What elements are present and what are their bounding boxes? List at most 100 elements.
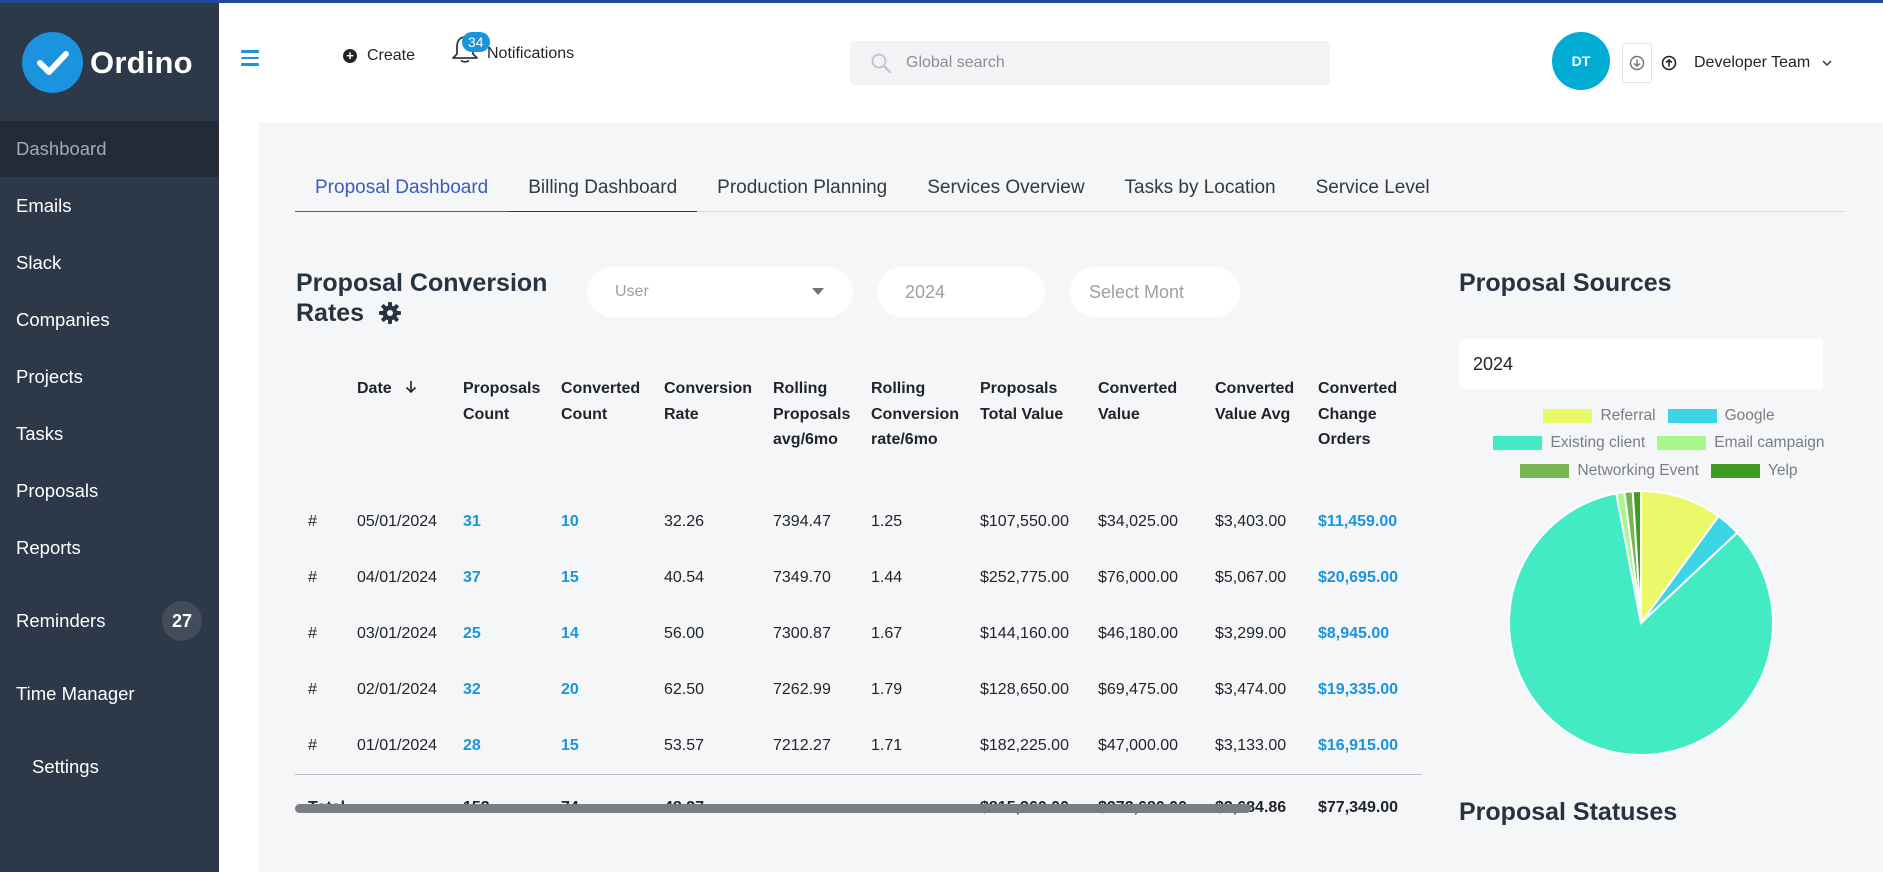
- table-horizontal-scrollbar[interactable]: [295, 804, 1251, 813]
- create-button[interactable]: + Create: [343, 47, 415, 65]
- sidebar-item-slack[interactable]: Slack: [0, 235, 219, 291]
- col-rolling-conversion[interactable]: Rolling Conversion rate/6mo: [871, 380, 960, 448]
- tab-service-level[interactable]: Service Level: [1315, 177, 1430, 198]
- tab-services-overview[interactable]: Services Overview: [927, 177, 1085, 198]
- cell-proposals-count-link[interactable]: 37: [463, 569, 481, 586]
- hamburger-menu-icon[interactable]: [241, 50, 259, 66]
- sidebar-item-reports[interactable]: Reports: [0, 520, 219, 576]
- year-filter[interactable]: 2024: [877, 267, 1045, 317]
- avatar[interactable]: DT: [1552, 32, 1610, 90]
- cell-change-orders-link[interactable]: $20,695.00: [1318, 569, 1399, 586]
- cell-converted-value: $76,000.00: [1098, 569, 1179, 586]
- cell-proposals-total-value: $252,775.00: [980, 569, 1069, 586]
- col-proposals-total-value[interactable]: Proposals Total Value: [980, 380, 1064, 423]
- sidebar-item-tasks[interactable]: Tasks: [0, 406, 219, 462]
- legend-label: Networking Event: [1577, 461, 1699, 479]
- table-row: # 01/01/2024 28 15 53.57 7212.27 1.71 $1…: [295, 718, 1422, 774]
- tab-production-planning[interactable]: Production Planning: [717, 177, 888, 198]
- cell-change-orders-link[interactable]: $16,915.00: [1318, 736, 1399, 754]
- cell-date: 05/01/2024: [357, 513, 438, 530]
- cell-proposals-total-value: $144,160.00: [980, 625, 1069, 642]
- arrow-down-icon: [406, 381, 417, 394]
- sidebar-item-projects[interactable]: Projects: [0, 349, 219, 405]
- sidebar-item-label: Time Manager: [16, 683, 135, 704]
- cell-converted-count-link[interactable]: 15: [561, 569, 579, 586]
- global-search[interactable]: [850, 41, 1330, 85]
- cell-converted-count-link[interactable]: 10: [561, 513, 579, 530]
- cell-converted-value: $69,475.00: [1098, 681, 1179, 698]
- cell-rolling-conversion: 1.44: [871, 569, 903, 586]
- cell-index[interactable]: #: [308, 625, 317, 642]
- tab-billing-dashboard[interactable]: Billing Dashboard: [508, 164, 698, 212]
- col-converted-change-orders[interactable]: Converted Change Orders: [1318, 380, 1398, 448]
- upload-button[interactable]: [1654, 43, 1684, 83]
- legend-item-networking-event[interactable]: Networking Event: [1520, 461, 1699, 480]
- tab-proposal-dashboard[interactable]: Proposal Dashboard: [295, 164, 509, 212]
- col-proposals-count[interactable]: Proposals Count: [463, 380, 541, 423]
- sidebar-item-label: Projects: [16, 366, 83, 387]
- download-button[interactable]: [1622, 43, 1652, 83]
- tab-tasks-by-location[interactable]: Tasks by Location: [1124, 177, 1276, 198]
- plus-circle-icon: +: [343, 49, 357, 63]
- user-select[interactable]: User: [587, 267, 853, 317]
- cell-index[interactable]: #: [308, 569, 317, 586]
- pie-slice-existing-client[interactable]: [1508, 492, 1774, 756]
- legend-item-existing-client[interactable]: Existing client: [1493, 434, 1645, 452]
- sidebar: Ordino Dashboard Emails Slack Companies …: [0, 0, 219, 872]
- col-converted-value[interactable]: Converted Value: [1098, 380, 1178, 423]
- top-header: + Create 34 Notifications DT Developer T…: [219, 3, 1883, 122]
- sidebar-item-label: Tasks: [16, 423, 64, 444]
- gear-icon[interactable]: [378, 301, 402, 325]
- cell-proposals-count-link[interactable]: 28: [463, 736, 481, 754]
- sidebar-item-reminders[interactable]: Reminders 27: [0, 593, 219, 649]
- table-row: # 04/01/2024 37 15 40.54 7349.70 1.44 $2…: [295, 550, 1422, 606]
- pie-slice-referral[interactable]: [1640, 490, 1720, 627]
- col-converted-value-avg[interactable]: Converted Value Avg: [1215, 380, 1295, 423]
- app-logo[interactable]: Ordino: [22, 32, 193, 93]
- col-converted-count[interactable]: Converted Count: [561, 380, 641, 423]
- cell-change-orders-link[interactable]: $8,945.00: [1318, 625, 1390, 642]
- cell-converted-value-avg: $3,299.00: [1215, 625, 1287, 642]
- sidebar-item-proposals[interactable]: Proposals: [0, 463, 219, 519]
- legend-item-referral[interactable]: Referral: [1543, 407, 1656, 425]
- col-conversion-rate[interactable]: Conversion Rate: [664, 380, 753, 423]
- cell-proposals-count-link[interactable]: 32: [463, 681, 481, 698]
- year-filter-value: 2024: [905, 281, 946, 302]
- sidebar-item-companies[interactable]: Companies: [0, 292, 219, 348]
- sidebar-item-emails[interactable]: Emails: [0, 178, 219, 234]
- sidebar-item-label: Companies: [16, 309, 110, 330]
- notifications-count-badge: 34: [462, 32, 490, 52]
- cell-proposals-count-link[interactable]: 31: [463, 513, 481, 530]
- sidebar-item-settings[interactable]: Settings: [0, 739, 219, 795]
- pie-slice-yelp[interactable]: [1631, 490, 1642, 624]
- cell-conversion-rate: 62.50: [664, 681, 705, 698]
- cell-rolling-conversion: 1.67: [871, 625, 903, 642]
- sources-year-input[interactable]: 2024: [1459, 339, 1823, 389]
- legend-item-yelp[interactable]: Yelp: [1710, 462, 1798, 480]
- col-date[interactable]: Date: [357, 376, 463, 494]
- cell-change-orders-link[interactable]: $11,459.00: [1318, 513, 1398, 530]
- cell-index[interactable]: #: [308, 736, 317, 754]
- legend-label: Google: [1724, 406, 1775, 424]
- legend-swatch: [1520, 463, 1570, 478]
- cell-index[interactable]: #: [308, 513, 317, 530]
- conversion-table: Date Proposals Count Converted Count Con…: [295, 376, 1422, 840]
- cell-proposals-count-link[interactable]: 25: [463, 625, 481, 642]
- cell-converted-count-link[interactable]: 14: [561, 625, 579, 642]
- cell-index[interactable]: #: [308, 681, 317, 698]
- cell-converted-count-link[interactable]: 20: [561, 681, 579, 698]
- sidebar-item-time-manager[interactable]: Time Manager: [0, 666, 219, 722]
- legend-item-google[interactable]: Google: [1667, 406, 1775, 425]
- cell-converted-count-link[interactable]: 15: [561, 736, 579, 754]
- search-input[interactable]: [906, 54, 1306, 72]
- cell-change-orders-link[interactable]: $19,335.00: [1318, 681, 1399, 698]
- legend-item-email-campaign[interactable]: Email campaign: [1657, 434, 1825, 452]
- cell-rolling-proposals: 7262.99: [773, 681, 831, 698]
- col-rolling-proposals[interactable]: Rolling Proposals avg/6mo: [773, 380, 851, 448]
- cell-rolling-proposals: 7212.27: [773, 736, 831, 754]
- team-dropdown[interactable]: Developer Team: [1694, 54, 1834, 72]
- sidebar-item-dashboard[interactable]: Dashboard: [0, 121, 219, 177]
- main-content: Proposal Dashboard Billing Dashboard Pro…: [259, 122, 1883, 872]
- month-filter[interactable]: Select Mont: [1070, 267, 1240, 317]
- notifications-button[interactable]: 34 Notifications: [449, 32, 574, 65]
